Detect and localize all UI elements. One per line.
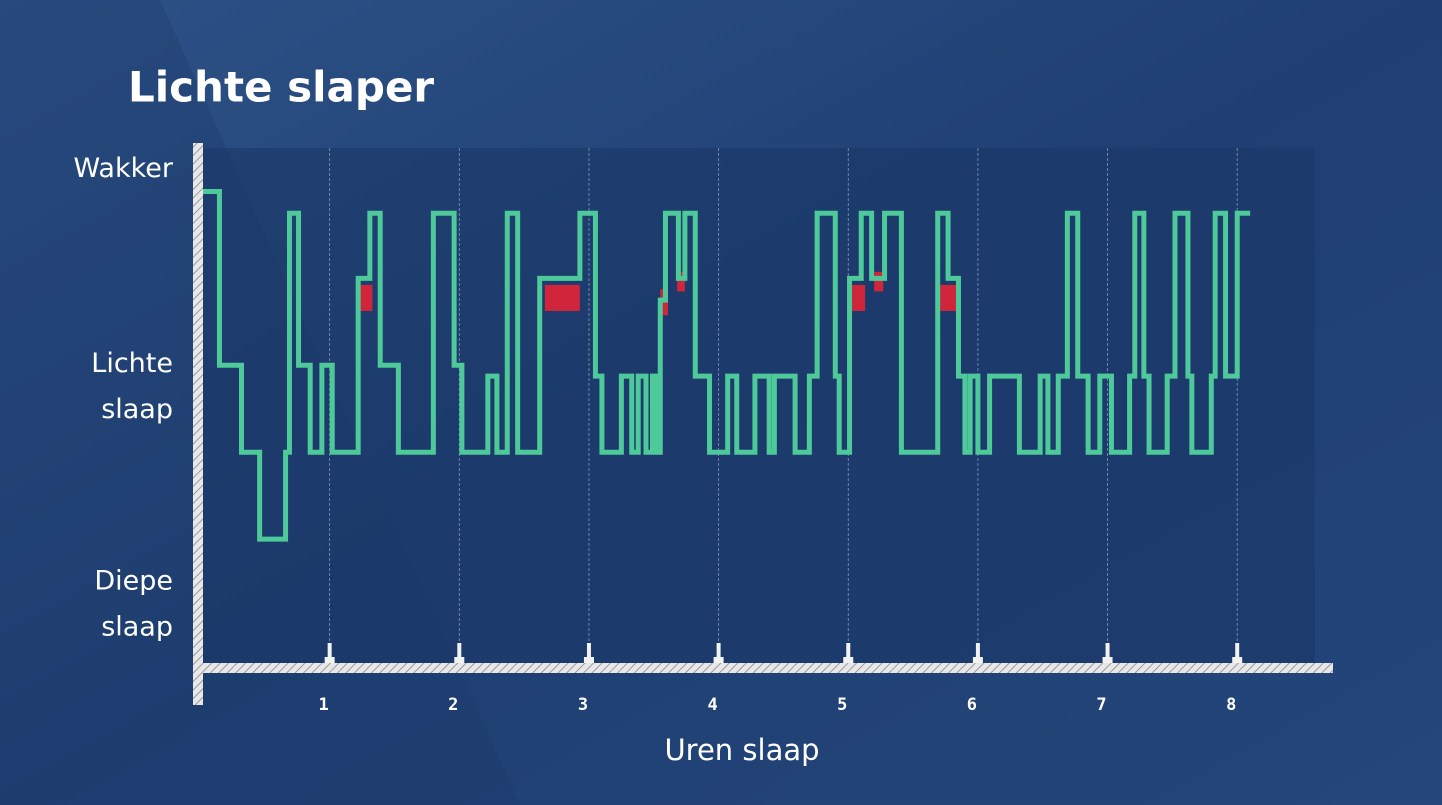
- tick-mark: [1102, 643, 1113, 663]
- highlight: [940, 284, 958, 311]
- y-tick-label: Lichte slaap: [91, 348, 173, 425]
- sleep-line: [202, 188, 1251, 542]
- y-axis: [193, 143, 203, 705]
- highlight: [852, 284, 866, 311]
- chart-title: Lichte slaper: [128, 63, 434, 112]
- x-axis: [200, 663, 1333, 673]
- tick-mark: [583, 643, 594, 663]
- tick-mark: [324, 643, 335, 663]
- x-tick-label: 1: [319, 695, 329, 715]
- x-tick-label: 5: [837, 695, 847, 715]
- x-tick-label: 4: [707, 695, 717, 715]
- tick-mark: [713, 643, 724, 663]
- highlight: [874, 271, 884, 292]
- tick-mark: [454, 643, 465, 663]
- marks: [202, 188, 1251, 542]
- x-tick-label: 2: [448, 695, 458, 715]
- highlight: [544, 284, 580, 311]
- tick-mark: [843, 643, 854, 663]
- tick-mark: [1232, 643, 1243, 663]
- x-tick-label: 8: [1226, 695, 1236, 715]
- y-tick-label: Wakker: [73, 153, 173, 184]
- tick-mark: [972, 643, 983, 663]
- highlight: [677, 271, 685, 292]
- x-tick-label: 7: [1096, 695, 1106, 715]
- highlight: [359, 284, 373, 311]
- labels: 1 2 3 4 5 6 7 8 Wakker Lichte slaap Diepe slaap: [73, 153, 1236, 715]
- x-tick-label: 3: [578, 695, 588, 715]
- x-tick-label: 6: [967, 695, 977, 715]
- x-axis-label: Uren slaap: [664, 733, 819, 767]
- y-tick-label: Diepe slaap: [94, 565, 173, 642]
